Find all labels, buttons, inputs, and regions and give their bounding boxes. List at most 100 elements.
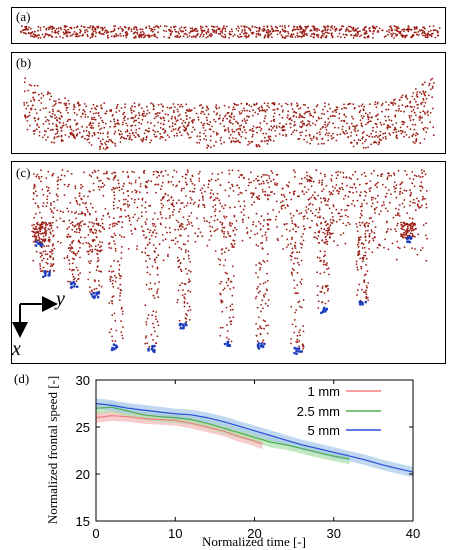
- particle-c: [97, 185, 100, 188]
- particle-c: [138, 176, 141, 179]
- particle-c: [221, 171, 224, 174]
- particle-a: [281, 25, 284, 27]
- particle-b: [123, 119, 126, 122]
- particle-b: [213, 144, 215, 147]
- particle-c: [69, 202, 72, 204]
- particle-b: [191, 121, 194, 124]
- particle-b: [154, 135, 157, 138]
- particle-c: [330, 192, 333, 195]
- particle-a: [168, 28, 171, 31]
- particle-c: [336, 189, 339, 192]
- particle-a: [241, 29, 244, 31]
- particle-b: [343, 103, 345, 106]
- particle-b: [222, 119, 224, 122]
- particle-a: [31, 35, 34, 38]
- particle-a: [404, 36, 406, 39]
- particle-c: [388, 172, 390, 175]
- particle-c: [102, 194, 105, 197]
- particle-c: [245, 189, 247, 192]
- particle-c: [390, 193, 392, 196]
- particle-a: [54, 29, 57, 32]
- panel-a-particles: [19, 25, 441, 39]
- particle-c: [304, 186, 306, 188]
- particle-b: [143, 132, 146, 135]
- particle-a: [123, 25, 126, 28]
- particle-c: [425, 259, 428, 262]
- particle-b: [34, 120, 37, 122]
- particle-a: [100, 33, 103, 35]
- particle-a: [356, 35, 359, 37]
- particle-c: [39, 180, 42, 183]
- particle-b: [401, 130, 404, 132]
- particle-b: [354, 130, 357, 133]
- particle-b: [187, 110, 190, 112]
- particle-b: [300, 115, 303, 118]
- particle-c: [40, 241, 43, 244]
- particle-c: [49, 231, 52, 234]
- particle-c: [218, 210, 221, 213]
- particle-b: [267, 136, 270, 139]
- particle-b: [368, 135, 371, 138]
- particle-c: [193, 187, 196, 190]
- particle-b: [92, 122, 94, 125]
- particle-c: [382, 201, 385, 204]
- particle-c: [191, 175, 194, 178]
- particle-c: [375, 206, 378, 209]
- particle-b: [248, 142, 251, 145]
- particle-b: [234, 108, 236, 111]
- particle-b: [299, 114, 301, 117]
- particle-b: [280, 127, 283, 129]
- particle-b: [158, 112, 161, 114]
- particle-b: [44, 116, 47, 119]
- particle-c: [164, 192, 167, 195]
- particle-a: [354, 33, 357, 36]
- particle-b: [315, 119, 318, 122]
- particle-a: [337, 35, 339, 38]
- particle-c: [414, 209, 417, 212]
- particle-c: [146, 186, 148, 189]
- particle-b: [431, 87, 434, 89]
- particle-b: [67, 118, 70, 121]
- particle-b: [394, 98, 396, 101]
- particle-c: [352, 199, 355, 202]
- particle-b: [285, 123, 288, 126]
- particle-c: [305, 171, 308, 174]
- particle-a: [310, 35, 312, 38]
- particle-b: [123, 111, 126, 114]
- particle-c: [45, 186, 48, 188]
- particle-c: [421, 186, 424, 189]
- particle-a: [165, 30, 168, 33]
- particle-b: [330, 135, 333, 137]
- particle-a: [274, 29, 277, 32]
- particle-a: [427, 32, 429, 35]
- particle-b: [364, 112, 367, 115]
- particle-c: [101, 182, 104, 185]
- particle-a: [201, 31, 203, 34]
- particle-b: [78, 108, 81, 111]
- particle-b: [118, 110, 121, 112]
- particle-c: [396, 214, 399, 216]
- particle-b: [228, 120, 231, 123]
- particle-a: [325, 35, 328, 37]
- particle-a: [321, 34, 323, 37]
- particle-a: [238, 36, 241, 39]
- particle-b: [196, 141, 199, 144]
- particle-c: [360, 209, 363, 212]
- particle-c: [88, 212, 91, 215]
- particle-b: [65, 109, 68, 112]
- particle-b: [409, 100, 412, 103]
- particle-b: [262, 109, 265, 112]
- particle-c: [193, 190, 195, 193]
- particle-a: [25, 27, 27, 29]
- particle-b: [394, 102, 397, 105]
- particle-c: [157, 218, 159, 220]
- particle-c: [379, 244, 382, 247]
- particle-c: [248, 181, 251, 184]
- particle-b: [411, 123, 414, 126]
- particle-a: [265, 31, 268, 34]
- particle-c: [85, 202, 87, 204]
- particle-b: [421, 101, 424, 104]
- particle-b: [99, 128, 101, 131]
- particle-c: [118, 189, 121, 192]
- particle-a: [225, 25, 228, 28]
